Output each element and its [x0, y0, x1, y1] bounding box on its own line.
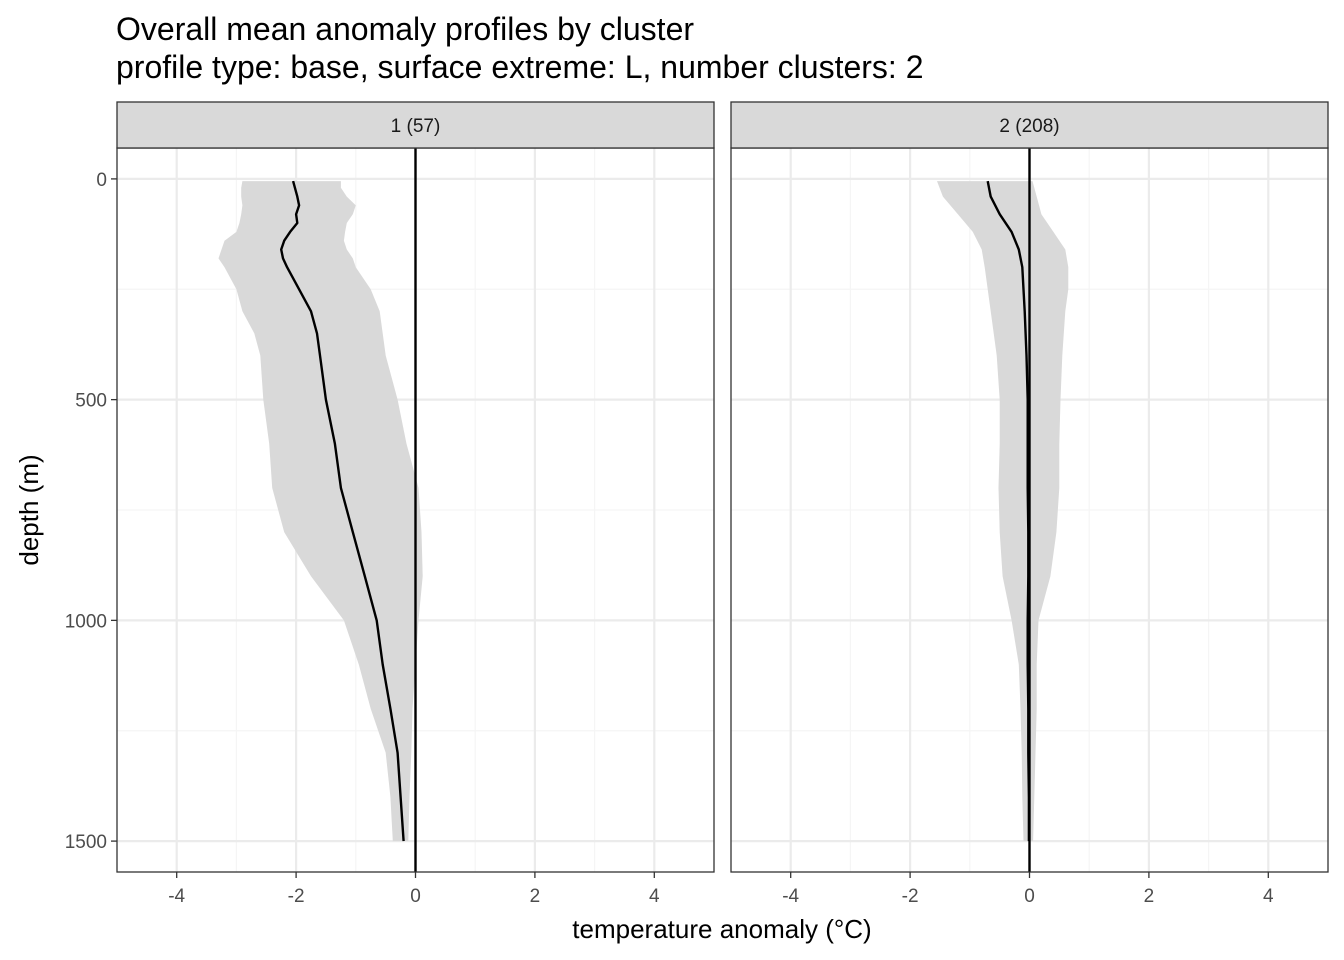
chart-subtitle: profile type: base, surface extreme: L, …: [116, 49, 923, 85]
facet-strip: [116, 101, 715, 149]
chart-title-group: Overall mean anomaly profiles by cluster…: [116, 11, 923, 85]
facet-strip-label: 2 (208): [999, 116, 1059, 137]
x-tick-label: 2: [1144, 886, 1155, 907]
facet-panel-2: 2 (208): [730, 101, 1329, 873]
facet-strip: [730, 101, 1329, 149]
x-tick-label: 0: [410, 886, 421, 907]
x-tick-label: 0: [1024, 886, 1035, 907]
ribbon-band: [937, 181, 1069, 842]
x-tick-label: -4: [782, 886, 799, 907]
x-axes: -4 -2 0 2 4 -4 -2 0 2 4: [168, 872, 1274, 907]
mean-profile-line: [280, 180, 405, 842]
x-tick-label: 4: [1263, 886, 1274, 907]
y-tick-label: 1500: [65, 832, 107, 853]
x-tick-label: 4: [649, 886, 660, 907]
y-tick-label: 1000: [65, 611, 107, 632]
y-axis-title: depth (m): [14, 454, 44, 565]
x-tick-label: -4: [168, 886, 185, 907]
x-axis-panel-1: -4 -2 0 2 4: [168, 872, 660, 907]
facet-strip-label: 1 (57): [391, 116, 441, 137]
mean-profile-line: [986, 180, 1031, 842]
x-axis-panel-2: -4 -2 0 2 4: [782, 872, 1274, 907]
y-axis: 0 500 1000 1500: [65, 170, 117, 853]
y-tick-label: 0: [96, 170, 107, 191]
chart-title: Overall mean anomaly profiles by cluster: [116, 11, 694, 47]
x-tick-label: -2: [288, 886, 305, 907]
x-tick-label: 2: [530, 886, 541, 907]
x-axis-title: temperature anomaly (°C): [572, 914, 871, 944]
ribbon-band: [218, 181, 423, 842]
facet-panel-1: 1 (57): [116, 101, 715, 873]
y-tick-label: 500: [75, 391, 107, 412]
facet-panels: 1 (57) 2 (208): [116, 101, 1329, 873]
x-tick-label: -2: [902, 886, 919, 907]
